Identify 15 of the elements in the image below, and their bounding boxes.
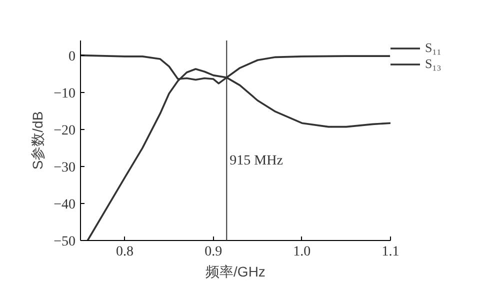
y-tick-label: −10 <box>54 86 76 102</box>
legend-label: S₁₃ <box>425 56 442 72</box>
y-tick-label: −40 <box>54 197 76 212</box>
x-axis-title: 频率/GHz <box>206 264 266 280</box>
y-axis-title: S参数/dB <box>30 111 46 170</box>
y-tick-label: 0 <box>68 49 76 64</box>
y-tick-label: −30 <box>54 160 76 176</box>
legend-label: S₁₁ <box>425 40 442 56</box>
x-tick-label: 1.1 <box>382 244 400 260</box>
y-tick-label: −50 <box>54 234 76 250</box>
x-tick-label: 0.8 <box>116 244 134 260</box>
x-tick-label: 1.0 <box>293 244 311 260</box>
y-tick-label: −20 <box>54 123 76 138</box>
x-tick-label: 0.9 <box>204 244 222 260</box>
ref-line-label: 915 MHz <box>230 153 283 168</box>
